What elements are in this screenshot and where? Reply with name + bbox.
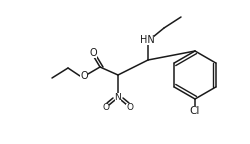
- Text: O: O: [102, 104, 109, 112]
- Text: Cl: Cl: [189, 106, 200, 116]
- Text: O: O: [126, 104, 133, 112]
- Text: O: O: [80, 71, 88, 81]
- Text: O: O: [89, 48, 96, 58]
- Text: HN: HN: [139, 35, 154, 45]
- Text: N: N: [114, 92, 121, 102]
